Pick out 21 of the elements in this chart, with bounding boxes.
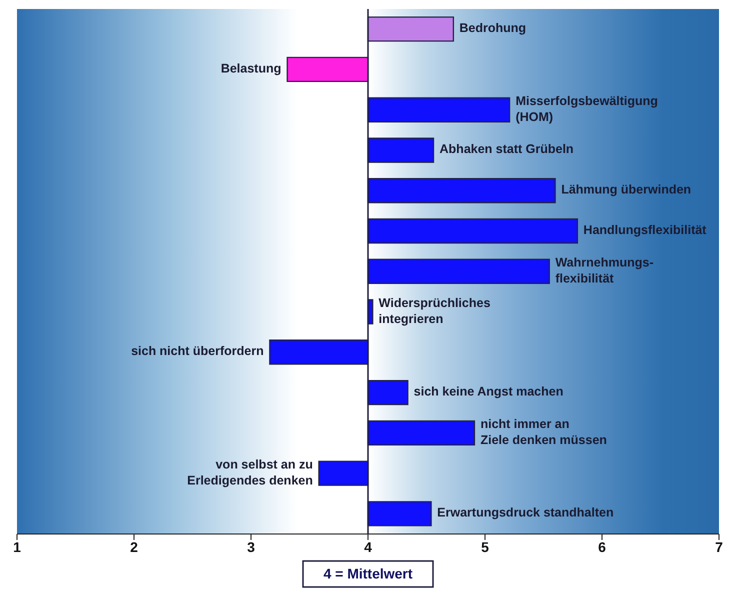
y-tick-label: sich keine Angst machen	[414, 384, 564, 399]
x-tick-label: 2	[130, 538, 138, 555]
x-tick-label: 6	[598, 538, 606, 555]
y-tick-label: Bedrohung	[459, 21, 526, 36]
x-tick-label: 4	[364, 538, 372, 555]
y-tick-label: sich nicht überfordern	[131, 344, 264, 358]
y-tick-label: Erwartungsdruck standhalten	[437, 506, 614, 520]
y-tick-label: von selbst an zu Erledigendes denken	[187, 458, 313, 488]
y-tick-label: nicht immer an Ziele denken müssen	[480, 417, 607, 448]
x-tick-label: 5	[481, 538, 490, 555]
ref-line-label: 4 = Mittelwert	[323, 566, 413, 582]
y-tick-label: Misserfolgsbewältigung (HOM)	[516, 94, 658, 124]
x-tick-label: 7	[715, 538, 724, 555]
y-tick-label: Lähmung überwinden	[561, 182, 692, 197]
y-tick-label: Widersprüchliches integrieren	[378, 296, 490, 326]
x-tick-label: 1	[13, 538, 22, 555]
y-tick-label: Handlungsflexibilität	[583, 223, 708, 238]
x-tick-label: 3	[247, 538, 256, 555]
y-tick-label: Belastung	[220, 62, 282, 76]
y-tick-label: Wahrnehmungs-flexibilität	[555, 256, 654, 286]
y-tick-label: Abhaken statt Grübeln	[440, 142, 574, 157]
